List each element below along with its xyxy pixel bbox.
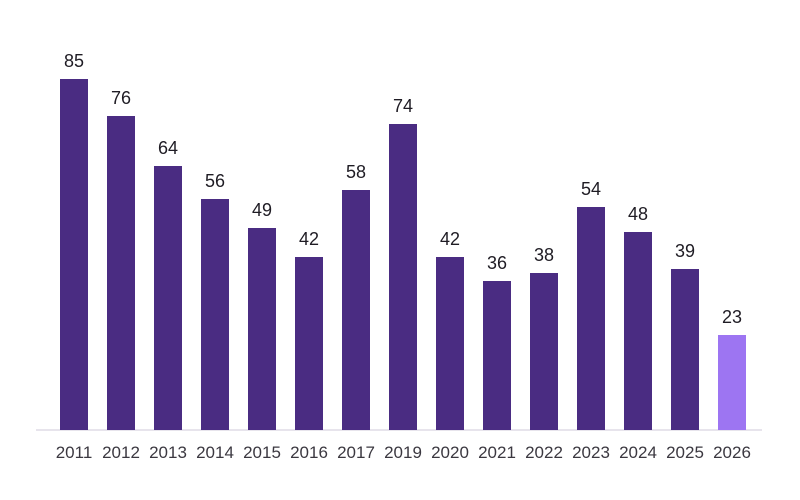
x-tick-label: 2016 xyxy=(290,443,328,462)
bar xyxy=(248,228,276,430)
bar-column: 39 2025 xyxy=(666,241,704,461)
bar xyxy=(154,166,182,430)
bar xyxy=(483,281,511,430)
x-tick-label: 2022 xyxy=(525,443,563,462)
bar-value-label: 39 xyxy=(674,241,696,262)
bar-column: 56 2014 xyxy=(196,171,234,461)
x-tick-label: 2011 xyxy=(55,443,93,462)
bar xyxy=(389,124,417,430)
bar-column: 49 2015 xyxy=(243,200,281,461)
x-tick-label: 2021 xyxy=(478,443,516,462)
bar-column: 42 2020 xyxy=(431,229,469,461)
bar xyxy=(107,116,135,430)
bar xyxy=(436,257,464,430)
bar-column: 36 2021 xyxy=(478,253,516,461)
bar xyxy=(201,199,229,430)
x-tick-label: 2026 xyxy=(713,443,751,462)
bar-value-label: 64 xyxy=(157,138,179,159)
bar-value-label: 36 xyxy=(486,253,508,274)
bar-column: 58 2017 xyxy=(337,162,375,461)
bar-value-label: 54 xyxy=(580,179,602,200)
bar xyxy=(60,79,88,430)
x-axis-line xyxy=(36,429,762,431)
bar xyxy=(342,190,370,430)
plot-area: 85 2011 76 2012 64 2013 56 2014 49 2015 42 2016 58 20… xyxy=(56,51,751,461)
x-tick-label: 2019 xyxy=(384,443,422,462)
bar-value-label: 76 xyxy=(110,88,132,109)
bar-column: 74 2019 xyxy=(384,96,422,461)
bar xyxy=(530,273,558,430)
bar-value-label: 48 xyxy=(627,204,649,225)
bar-value-label: 38 xyxy=(533,245,555,266)
x-tick-label: 2013 xyxy=(149,443,187,462)
bar-value-label: 42 xyxy=(298,229,320,250)
x-tick-label: 2020 xyxy=(431,443,469,462)
bar-value-label: 74 xyxy=(392,96,414,117)
x-tick-label: 2015 xyxy=(243,443,281,462)
bar-value-label: 49 xyxy=(251,200,273,221)
bar xyxy=(577,207,605,430)
bar-column: 23 2026 xyxy=(713,307,751,461)
bar xyxy=(671,269,699,430)
bar-value-label: 23 xyxy=(721,307,743,328)
x-tick-label: 2024 xyxy=(619,443,657,462)
bar-column: 48 2024 xyxy=(619,204,657,461)
bar-column: 42 2016 xyxy=(290,229,328,461)
bar-value-label: 85 xyxy=(63,51,85,72)
x-tick-label: 2017 xyxy=(337,443,375,462)
bar-column: 54 2023 xyxy=(572,179,610,461)
x-tick-label: 2014 xyxy=(196,443,234,462)
bar-column: 85 2011 xyxy=(56,51,93,461)
bar-value-label: 56 xyxy=(204,171,226,192)
bar xyxy=(718,335,746,430)
bar-column: 64 2013 xyxy=(149,138,187,461)
bar xyxy=(295,257,323,430)
bar-value-label: 58 xyxy=(345,162,367,183)
x-tick-label: 2023 xyxy=(572,443,610,462)
x-tick-label: 2025 xyxy=(666,443,704,462)
bar-column: 38 2022 xyxy=(525,245,563,461)
bar xyxy=(624,232,652,430)
bar-column: 76 2012 xyxy=(102,88,140,461)
x-tick-label: 2012 xyxy=(102,443,140,462)
bar-value-label: 42 xyxy=(439,229,461,250)
